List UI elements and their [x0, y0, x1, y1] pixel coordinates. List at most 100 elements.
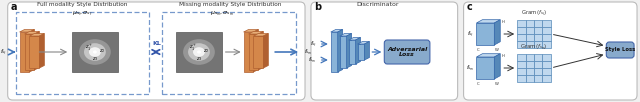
Polygon shape — [248, 32, 264, 34]
Bar — [534, 54, 542, 61]
Bar — [534, 34, 542, 41]
Text: Style Loss: Style Loss — [605, 48, 636, 53]
Bar — [176, 32, 222, 72]
Polygon shape — [494, 20, 500, 45]
Text: a: a — [11, 2, 17, 12]
Polygon shape — [29, 29, 35, 72]
Polygon shape — [244, 29, 259, 32]
Ellipse shape — [84, 43, 106, 61]
Text: KL: KL — [152, 41, 161, 46]
Polygon shape — [253, 29, 259, 72]
Polygon shape — [24, 34, 35, 70]
Text: $z_2$: $z_2$ — [203, 47, 209, 55]
Text: C: C — [477, 48, 480, 52]
FancyBboxPatch shape — [463, 2, 637, 100]
Polygon shape — [340, 33, 351, 36]
Bar — [517, 41, 525, 48]
Text: $\mathrm{Gram}\,(f_{s_f})$: $\mathrm{Gram}\,(f_{s_f})$ — [521, 8, 547, 18]
Bar — [534, 27, 542, 34]
Bar — [525, 27, 534, 34]
Polygon shape — [340, 36, 347, 68]
Polygon shape — [364, 42, 369, 60]
Bar — [517, 61, 525, 68]
Bar — [534, 61, 542, 68]
Bar — [517, 68, 525, 75]
Ellipse shape — [79, 39, 111, 65]
Text: W: W — [495, 82, 499, 86]
Polygon shape — [331, 32, 338, 72]
Polygon shape — [29, 33, 44, 36]
Text: $f_{s_f}$: $f_{s_f}$ — [1, 47, 8, 57]
Text: H: H — [501, 54, 504, 58]
Bar — [534, 68, 542, 75]
Text: $z_1^+$: $z_1^+$ — [189, 43, 197, 53]
Polygon shape — [35, 32, 40, 70]
Bar — [525, 41, 534, 48]
Polygon shape — [29, 36, 40, 68]
Text: W: W — [495, 48, 499, 52]
Polygon shape — [347, 33, 351, 68]
Text: Adversarial
Loss: Adversarial Loss — [387, 47, 428, 57]
Bar — [517, 54, 525, 61]
Bar — [517, 34, 525, 41]
Text: $f_{s_f}$: $f_{s_f}$ — [310, 39, 317, 49]
Bar — [542, 27, 551, 34]
Polygon shape — [476, 54, 500, 57]
Polygon shape — [494, 54, 500, 79]
Bar — [525, 34, 534, 41]
Text: $z_2$: $z_2$ — [99, 47, 105, 55]
Ellipse shape — [193, 47, 205, 57]
Text: Full modality Style Distribution: Full modality Style Distribution — [37, 2, 127, 7]
Bar — [534, 75, 542, 82]
Text: H: H — [501, 20, 504, 24]
Bar — [542, 34, 551, 41]
Text: c: c — [467, 2, 472, 12]
Polygon shape — [349, 40, 356, 64]
Bar — [525, 61, 534, 68]
Text: $f_{s_m}$: $f_{s_m}$ — [304, 47, 312, 57]
Bar — [525, 20, 534, 27]
Text: $\mathrm{Gram}\,(f_{s_m})$: $\mathrm{Gram}\,(f_{s_m})$ — [520, 42, 548, 52]
Bar — [534, 41, 542, 48]
Polygon shape — [259, 32, 264, 70]
Bar — [542, 41, 551, 48]
Bar — [542, 20, 551, 27]
Bar — [542, 61, 551, 68]
Polygon shape — [476, 20, 500, 23]
Polygon shape — [248, 34, 259, 70]
Bar — [163, 12, 296, 94]
Polygon shape — [20, 29, 35, 32]
Bar — [15, 12, 149, 94]
Polygon shape — [20, 32, 29, 72]
Polygon shape — [349, 38, 360, 40]
Text: Missing modality Style Distribution: Missing modality Style Distribution — [179, 2, 281, 7]
Bar — [525, 54, 534, 61]
Polygon shape — [356, 38, 360, 64]
Text: Discriminator: Discriminator — [356, 2, 399, 7]
Polygon shape — [244, 32, 253, 72]
Polygon shape — [331, 29, 342, 32]
Polygon shape — [40, 33, 44, 68]
Ellipse shape — [197, 50, 201, 54]
Text: $z_3$: $z_3$ — [92, 55, 98, 63]
Bar — [517, 75, 525, 82]
Polygon shape — [358, 44, 364, 60]
Bar — [525, 75, 534, 82]
Polygon shape — [253, 33, 268, 36]
Polygon shape — [24, 32, 40, 34]
Text: $z_3$: $z_3$ — [196, 55, 202, 63]
Text: $\mu_{s_m}, \sigma_{s_m}$: $\mu_{s_m}, \sigma_{s_m}$ — [210, 10, 234, 18]
Bar — [534, 20, 542, 27]
Ellipse shape — [183, 39, 215, 65]
Bar — [542, 54, 551, 61]
Ellipse shape — [188, 43, 210, 61]
Text: $f_{s_f}$: $f_{s_f}$ — [467, 29, 474, 39]
Ellipse shape — [89, 47, 101, 57]
Bar — [72, 32, 118, 72]
Polygon shape — [338, 29, 342, 72]
Bar — [542, 75, 551, 82]
Polygon shape — [253, 36, 264, 68]
Text: $f_{s_m}$: $f_{s_m}$ — [466, 63, 474, 73]
Polygon shape — [264, 33, 268, 68]
FancyBboxPatch shape — [8, 2, 305, 100]
